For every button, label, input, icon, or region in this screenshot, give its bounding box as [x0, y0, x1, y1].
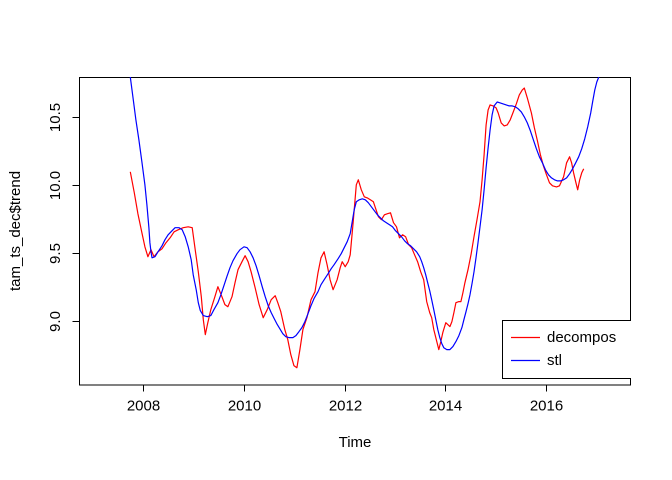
- legend-label-decompos: decompos: [547, 329, 616, 346]
- y-axis-tick-label: 9.5: [47, 243, 64, 264]
- y-axis-tick-label: 10.5: [47, 103, 64, 132]
- x-axis-tick-label: 2016: [530, 398, 563, 415]
- y-axis-tick-label: 9.0: [47, 311, 64, 332]
- legend-label-stl: stl: [547, 352, 562, 369]
- legend: decompos stl: [502, 320, 631, 379]
- x-axis: 2008 2010 2012 2014 2016: [127, 384, 563, 415]
- x-axis-tick-label: 2010: [228, 398, 261, 415]
- x-axis-tick-label: 2008: [127, 398, 160, 415]
- series-decompos-line: [129, 87, 585, 369]
- series-stl-line: [129, 77, 600, 351]
- plot-area: [129, 77, 600, 369]
- y-axis: 9.0 9.5 10.0 10.5: [47, 103, 80, 332]
- x-axis-tick-label: 2012: [329, 398, 362, 415]
- plot-box: [79, 77, 631, 386]
- y-axis-title: tam_ts_dec$trend: [7, 171, 24, 291]
- legend-box: [502, 320, 631, 379]
- x-axis-tick-label: 2014: [429, 398, 462, 415]
- x-axis-title: Time: [339, 434, 372, 451]
- y-axis-tick-label: 10.0: [47, 171, 64, 200]
